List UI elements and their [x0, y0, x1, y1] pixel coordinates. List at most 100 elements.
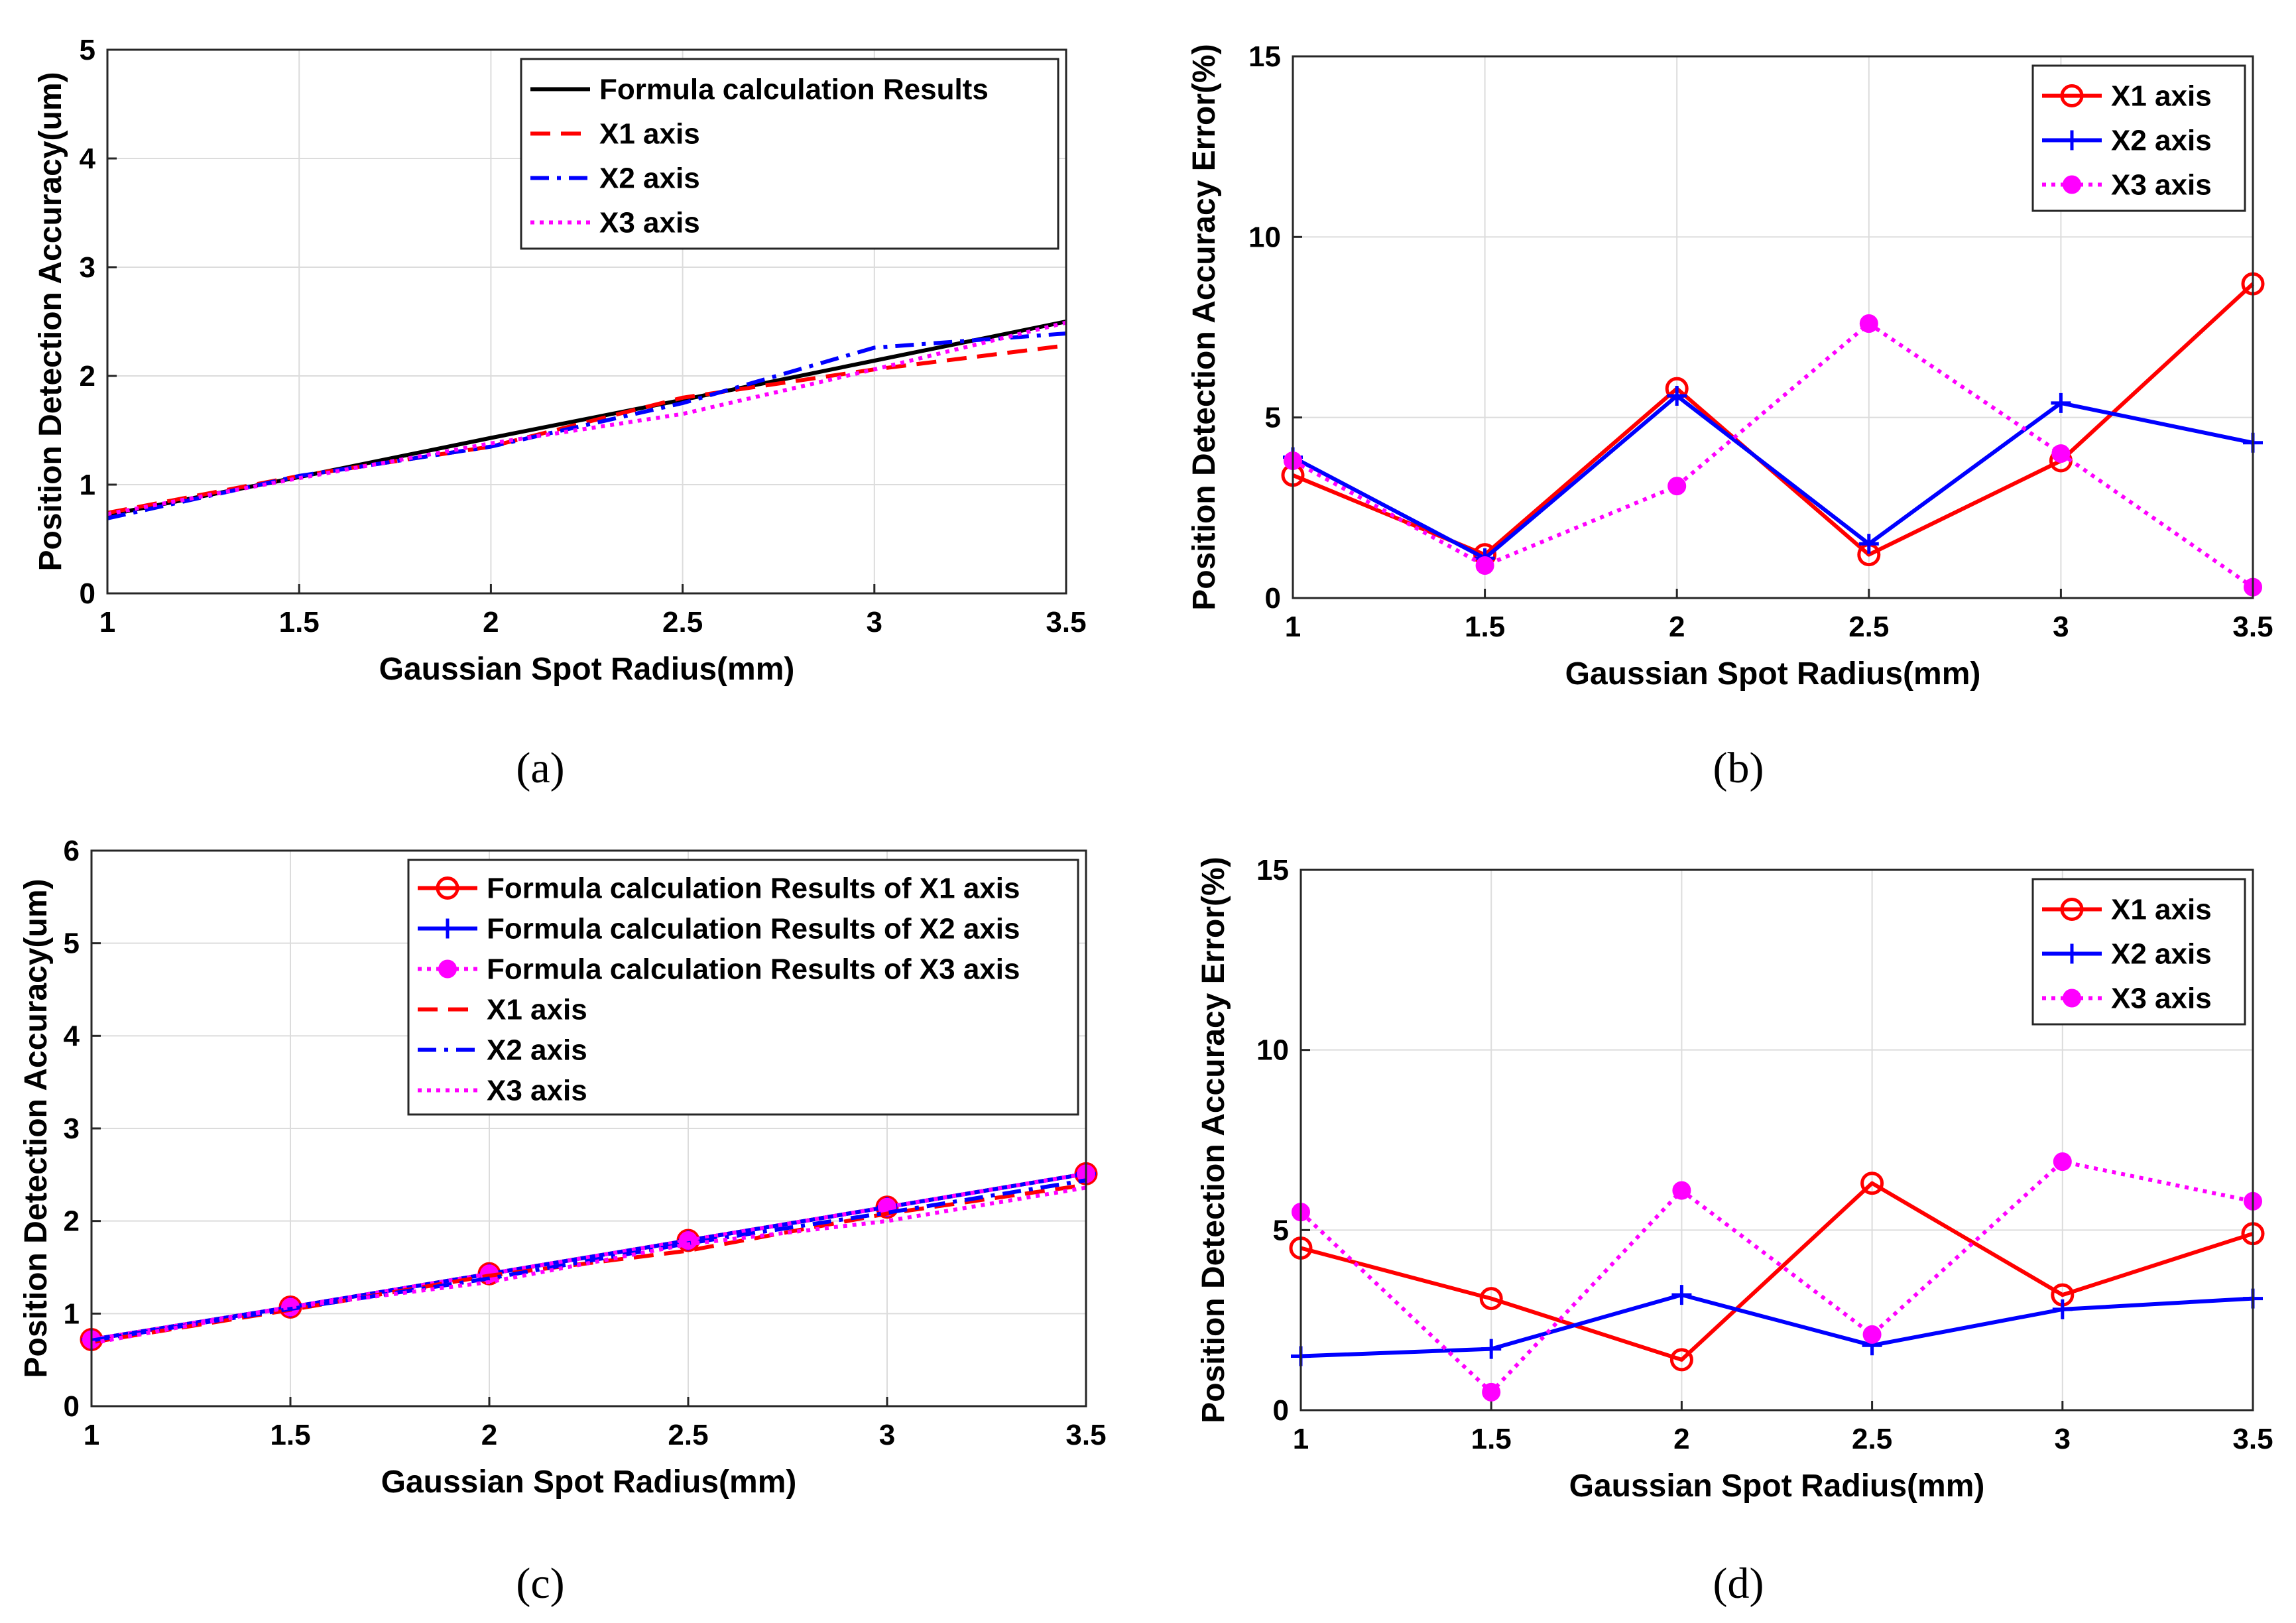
x-tick-label: 2.5 [1852, 1423, 1892, 1455]
legend: Formula calculation Results of X1 axis Fo… [407, 859, 1079, 1116]
legend-label: X3 axis [487, 1075, 587, 1107]
data-point [679, 1231, 697, 1250]
x-tick-label: 1.5 [1471, 1423, 1512, 1455]
legend: X1 axis X2 axis X3 axis [2031, 878, 2246, 1026]
series-line [91, 1185, 1087, 1345]
y-tick-label: 15 [1248, 40, 1281, 73]
x-tick-label: 1 [1293, 1423, 1309, 1455]
x-tick-label: 3 [867, 606, 882, 638]
legend-marker [2062, 943, 2082, 964]
x-tick-label: 2 [483, 606, 499, 638]
legend-label: X3 axis [2111, 983, 2212, 1015]
x-axis-label: Gaussian Spot Radius(mm) [1565, 656, 1981, 691]
panel-b: 1 1.5 2 2.5 3 3.5 0 5 10 15 Gaussian Spot Radius(m… [1187, 40, 2273, 792]
data-point [1667, 477, 1687, 496]
series-x2-axis [107, 331, 1067, 520]
x-tick-label: 3.5 [2232, 1423, 2273, 1455]
y-axis-label: Position Detection Accuracy Error(%) [1187, 44, 1222, 610]
y-tick-label: 0 [1273, 1394, 1289, 1427]
x-tick-label: 3 [879, 1419, 895, 1451]
x-axis-label: Gaussian Spot Radius(mm) [379, 652, 795, 687]
data-point [2051, 444, 2071, 463]
legend-marker [2062, 130, 2082, 150]
data-point [2053, 1152, 2072, 1172]
y-tick-label: 5 [1265, 402, 1281, 434]
legend-label: X1 axis [2111, 80, 2212, 113]
series-line [1299, 1160, 2254, 1394]
y-axis-label: Position Detection Accuracy(um) [33, 72, 68, 571]
legend-marker [2063, 175, 2081, 194]
legend: Formula calculation Results X1 axis X2 axi… [520, 58, 1059, 250]
data-point [2052, 1299, 2073, 1319]
y-tick-label: 0 [64, 1390, 80, 1423]
x-tick-label: 2 [1669, 611, 1685, 643]
series-x3-axis [1284, 314, 2262, 597]
x-tick-label: 3.5 [1046, 606, 1086, 638]
legend-label: X3 axis [599, 207, 700, 239]
y-tick-label: 1 [64, 1297, 80, 1330]
data-point [1669, 1348, 1693, 1372]
legend-label: X2 axis [2111, 938, 2212, 971]
series-line [1292, 322, 2254, 589]
legend-marker [2060, 84, 2084, 107]
legend-marker [438, 959, 457, 979]
legend-marker [436, 876, 459, 900]
legend-marker [438, 918, 457, 939]
x-tick-label: 1.5 [279, 606, 320, 638]
data-point [1482, 1382, 1501, 1402]
y-axis-label: Position Detection Accuracy Error(%) [1196, 857, 1231, 1423]
legend-marker [2063, 989, 2081, 1008]
panel-caption: (b) [1713, 744, 1764, 792]
axes-frame [1299, 869, 2254, 1412]
y-tick-label: 5 [80, 34, 95, 66]
legend-label: X1 axis [487, 994, 587, 1026]
x-tick-label: 3 [2055, 1423, 2071, 1455]
x-tick-label: 3.5 [2232, 611, 2273, 643]
y-tick-label: 3 [64, 1112, 80, 1145]
series-x3-axis [91, 1185, 1087, 1345]
legend-box [407, 859, 1079, 1116]
axes-frame [90, 849, 1087, 1408]
y-tick-label: 0 [80, 577, 95, 610]
x-tick-label: 3.5 [1065, 1419, 1106, 1451]
data-point [1475, 556, 1494, 575]
data-point [1479, 1287, 1503, 1311]
x-tick-label: 3 [2053, 611, 2069, 643]
x-axis-label: Gaussian Spot Radius(mm) [381, 1465, 797, 1500]
y-tick-label: 10 [1256, 1034, 1289, 1067]
series-x1-axis [1289, 1172, 2265, 1372]
legend-label: X2 axis [487, 1034, 587, 1067]
legend-label: X2 axis [2111, 125, 2212, 157]
y-tick-label: 0 [1265, 582, 1281, 615]
data-point [1672, 1181, 1691, 1200]
x-tick-label: 2 [1673, 1423, 1689, 1455]
x-tick-label: 2.5 [1848, 611, 1889, 643]
data-point [2051, 392, 2071, 413]
panel-d: 1 1.5 2 2.5 3 3.5 0 5 10 15 Gaussian Spot Radius(m… [1196, 854, 2273, 1608]
x-tick-label: 1 [84, 1419, 99, 1451]
legend-marker [2060, 898, 2084, 921]
legend: X1 axis X2 axis X3 axis [2031, 64, 2246, 212]
legend-label: Formula calculation Results of X2 axis [487, 913, 1020, 945]
x-tick-label: 2 [481, 1419, 497, 1451]
y-tick-label: 2 [80, 360, 95, 392]
y-axis-label: Position Detection Accuracy(um) [19, 878, 54, 1378]
legend-label: X1 axis [599, 118, 700, 150]
data-point [1859, 314, 1878, 333]
y-tick-label: 6 [64, 835, 80, 867]
axes-frame [1292, 55, 2254, 599]
data-point [1860, 1172, 1884, 1195]
y-tick-label: 3 [80, 251, 95, 284]
legend-box [520, 58, 1059, 250]
x-tick-label: 1 [99, 606, 115, 638]
data-point [1862, 1325, 1882, 1344]
legend-label: Formula calculation Results [599, 74, 989, 106]
y-tick-label: 5 [64, 928, 80, 960]
data-point [1858, 534, 1879, 554]
panel-caption: (c) [516, 1559, 564, 1608]
axes-frame [106, 48, 1067, 595]
y-tick-label: 10 [1248, 221, 1281, 253]
y-tick-label: 2 [64, 1205, 80, 1238]
